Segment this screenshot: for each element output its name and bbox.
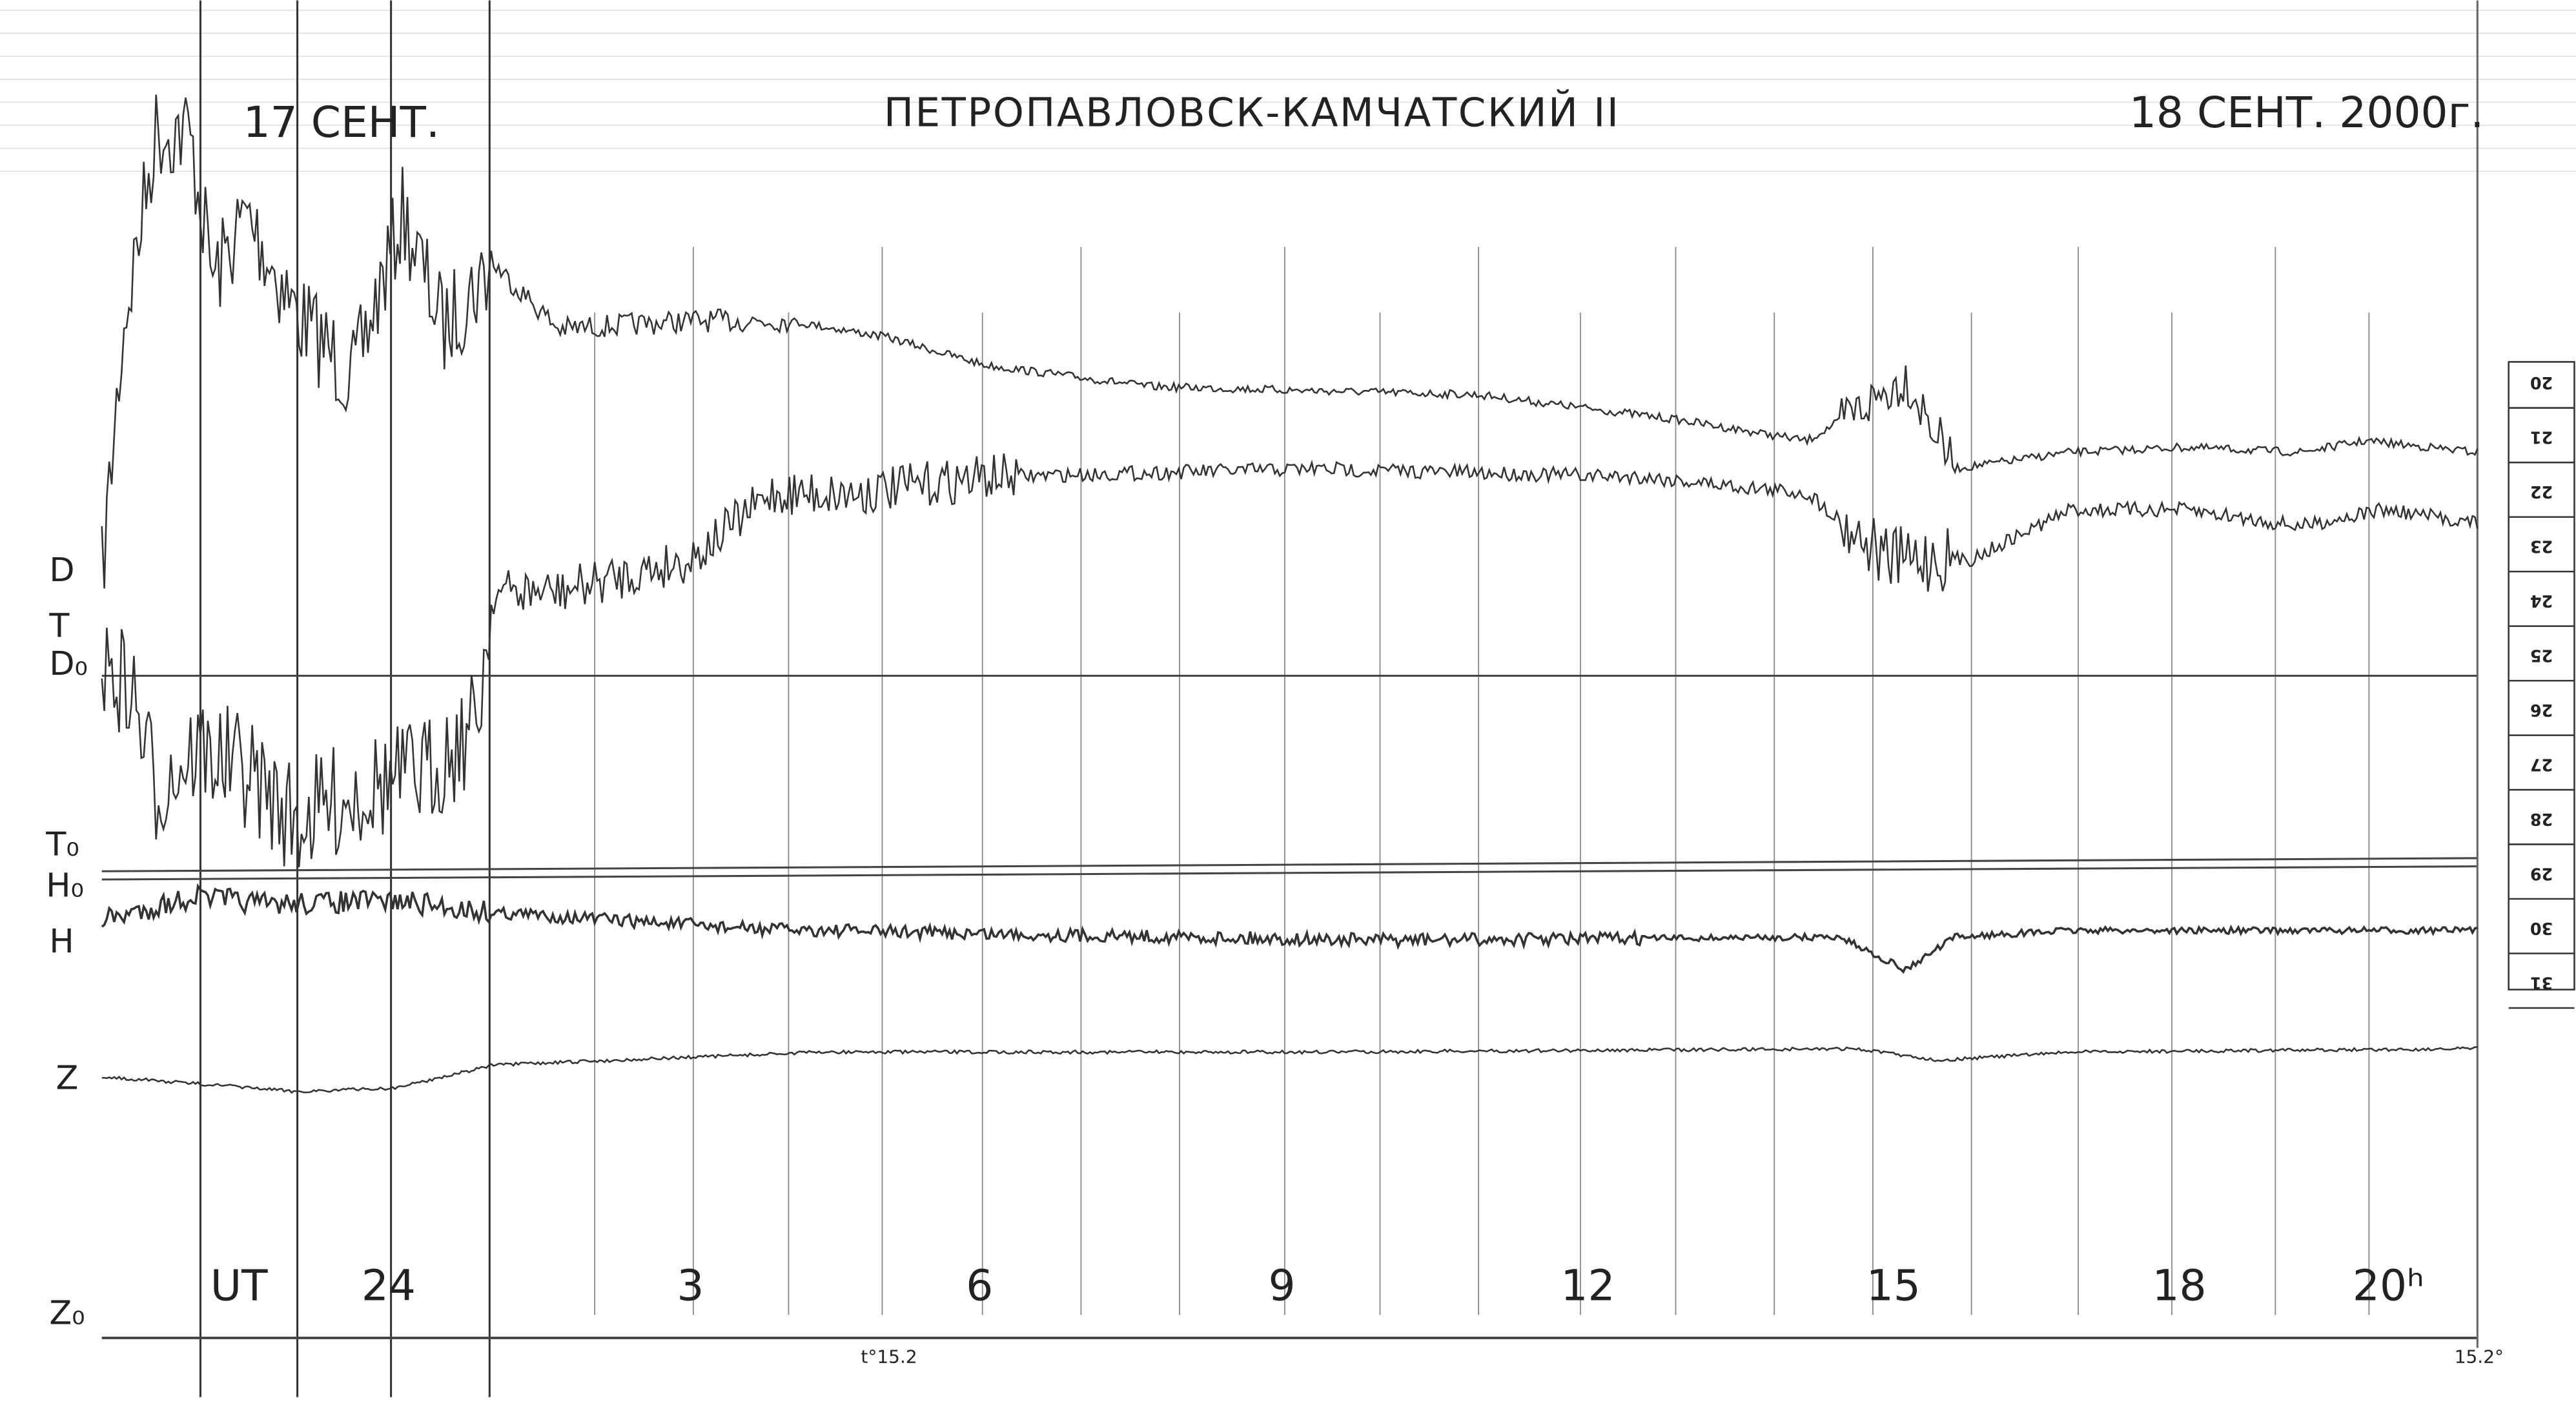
time-label: 24 (362, 1261, 416, 1311)
station: ПЕТРОПАВЛОВСК-КАМЧАТСКИЙ II (884, 89, 1620, 136)
paper-lines (0, 10, 2576, 172)
trace (101, 94, 2479, 589)
ruler-label: 21 (2530, 427, 2553, 447)
channel-label: T₀ (45, 826, 79, 864)
channel-label: D₀ (49, 645, 88, 683)
ruler-label: 22 (2530, 482, 2553, 502)
t0-baseline (101, 857, 2478, 872)
header: 17 СЕНТ. ПЕТРОПАВЛОВСК-КАМЧАТСКИЙ II 18 … (243, 88, 2484, 147)
temperature-mark: t°15.2 (861, 1346, 917, 1367)
trace (101, 1046, 2478, 1094)
ruler-label: 29 (2530, 864, 2553, 883)
channel-label: Z (56, 1059, 79, 1097)
ruler-label: 23 (2530, 537, 2553, 556)
time-label: 6 (966, 1261, 993, 1311)
time-label: 18 (2152, 1261, 2206, 1311)
channel-label: T (48, 608, 70, 646)
channel-label: H (49, 923, 74, 961)
scale-ruler: 20 21 22 23 24 25 26 27 28 29 30 31 (2508, 361, 2575, 1009)
trace (101, 453, 2479, 868)
date-end: 18 СЕНТ. 2000г. (2129, 88, 2484, 138)
ruler-label: 28 (2530, 810, 2553, 829)
h0-baseline (101, 865, 2478, 881)
ruler-label: 24 (2530, 591, 2553, 611)
time-label: 3 (677, 1261, 704, 1311)
ruler (2508, 361, 2575, 991)
date-start: 17 СЕНТ. (243, 98, 440, 147)
time-label: 20ʰ (2353, 1261, 2424, 1311)
traces (101, 94, 2479, 1094)
time-label: 9 (1268, 1261, 1295, 1311)
ruler-label: 27 (2530, 755, 2553, 774)
time-label: 12 (1560, 1261, 1615, 1311)
channel-label: Z₀ (49, 1294, 85, 1332)
ruler-label: 30 (2530, 919, 2553, 938)
channel-label: H₀ (46, 867, 84, 905)
ruler-label: 20 (2530, 373, 2553, 393)
time-label: 15 (1866, 1261, 1921, 1311)
ruler-label: 26 (2530, 701, 2553, 720)
ruler-label: 31 (2530, 973, 2553, 992)
trace (101, 883, 2478, 974)
time-label: UT (210, 1261, 268, 1311)
temperature-mark: 15.2° (2455, 1346, 2504, 1367)
time-labels: UT 24 3 6 9 12 15 18 20ʰ (210, 1261, 2424, 1311)
ruler-scale: 20 21 22 23 24 25 26 27 28 29 30 31 (2508, 373, 2575, 1009)
baselines (101, 0, 2479, 1348)
ruler-label: 25 (2530, 646, 2553, 665)
channel-label: D (49, 551, 74, 590)
